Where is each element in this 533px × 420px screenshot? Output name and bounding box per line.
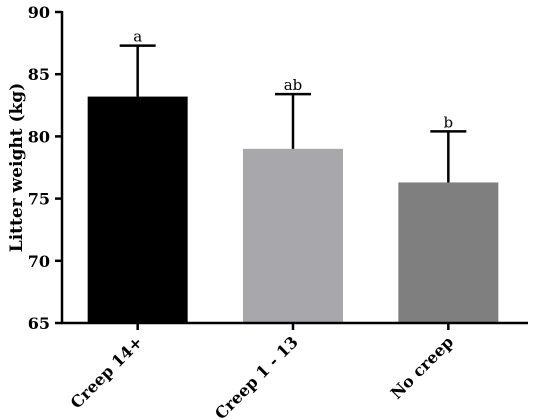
x-category-label: Creep 1 - 13 bbox=[211, 332, 302, 420]
x-labels-layer: Creep 14+ Creep 1 - 13 No creep bbox=[67, 323, 457, 420]
bar bbox=[243, 148, 343, 323]
significance-labels-layer: a ab b bbox=[133, 28, 453, 132]
error-bars-layer bbox=[119, 44, 467, 183]
y-tick-label: 80 bbox=[28, 127, 50, 146]
y-axis-title: Litter weight (kg) bbox=[7, 83, 27, 253]
y-tick-label: 90 bbox=[28, 3, 50, 22]
significance-label: a bbox=[133, 28, 142, 46]
bar bbox=[87, 96, 188, 323]
y-tick-label: 70 bbox=[28, 252, 50, 271]
significance-label: b bbox=[444, 113, 454, 131]
bars-layer bbox=[87, 96, 499, 323]
bar bbox=[398, 182, 499, 323]
x-category-label: Creep 14+ bbox=[67, 332, 147, 412]
y-ticks-layer: 65 70 75 80 85 90 bbox=[28, 3, 62, 333]
y-tick-label: 85 bbox=[28, 65, 50, 84]
x-category-label: No creep bbox=[387, 332, 457, 402]
y-tick-label: 65 bbox=[28, 314, 50, 333]
significance-label: ab bbox=[284, 76, 303, 94]
y-tick-label: 75 bbox=[28, 190, 50, 209]
